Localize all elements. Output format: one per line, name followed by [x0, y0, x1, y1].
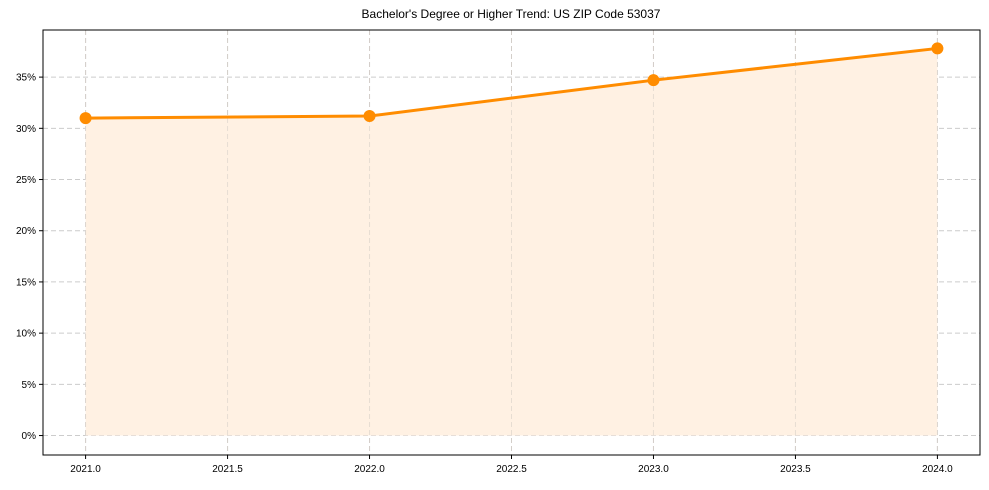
x-tick-label: 2023.0 [638, 464, 669, 475]
y-tick-label: 35% [16, 73, 36, 84]
y-tick-label: 20% [16, 226, 36, 237]
x-tick-label: 2023.5 [780, 464, 811, 475]
y-tick-label: 25% [16, 175, 36, 186]
y-tick-label: 15% [16, 277, 36, 288]
x-tick-label: 2021.5 [212, 464, 243, 475]
y-tick-label: 10% [16, 329, 36, 340]
data-point [931, 42, 944, 55]
y-tick-label: 5% [22, 380, 37, 391]
data-point [363, 110, 376, 123]
x-tick-label: 2021.0 [70, 464, 101, 475]
x-tick-label: 2022.5 [496, 464, 527, 475]
y-tick-label: 0% [22, 431, 37, 442]
data-line [85, 46, 938, 120]
chart-title: Bachelor's Degree or Higher Trend: US ZI… [361, 7, 661, 21]
x-tick-label: 2024.0 [922, 464, 953, 475]
data-point [647, 74, 660, 87]
y-tick-label: 30% [16, 124, 36, 135]
data-point [79, 112, 92, 125]
x-tick-label: 2022.0 [354, 464, 385, 475]
